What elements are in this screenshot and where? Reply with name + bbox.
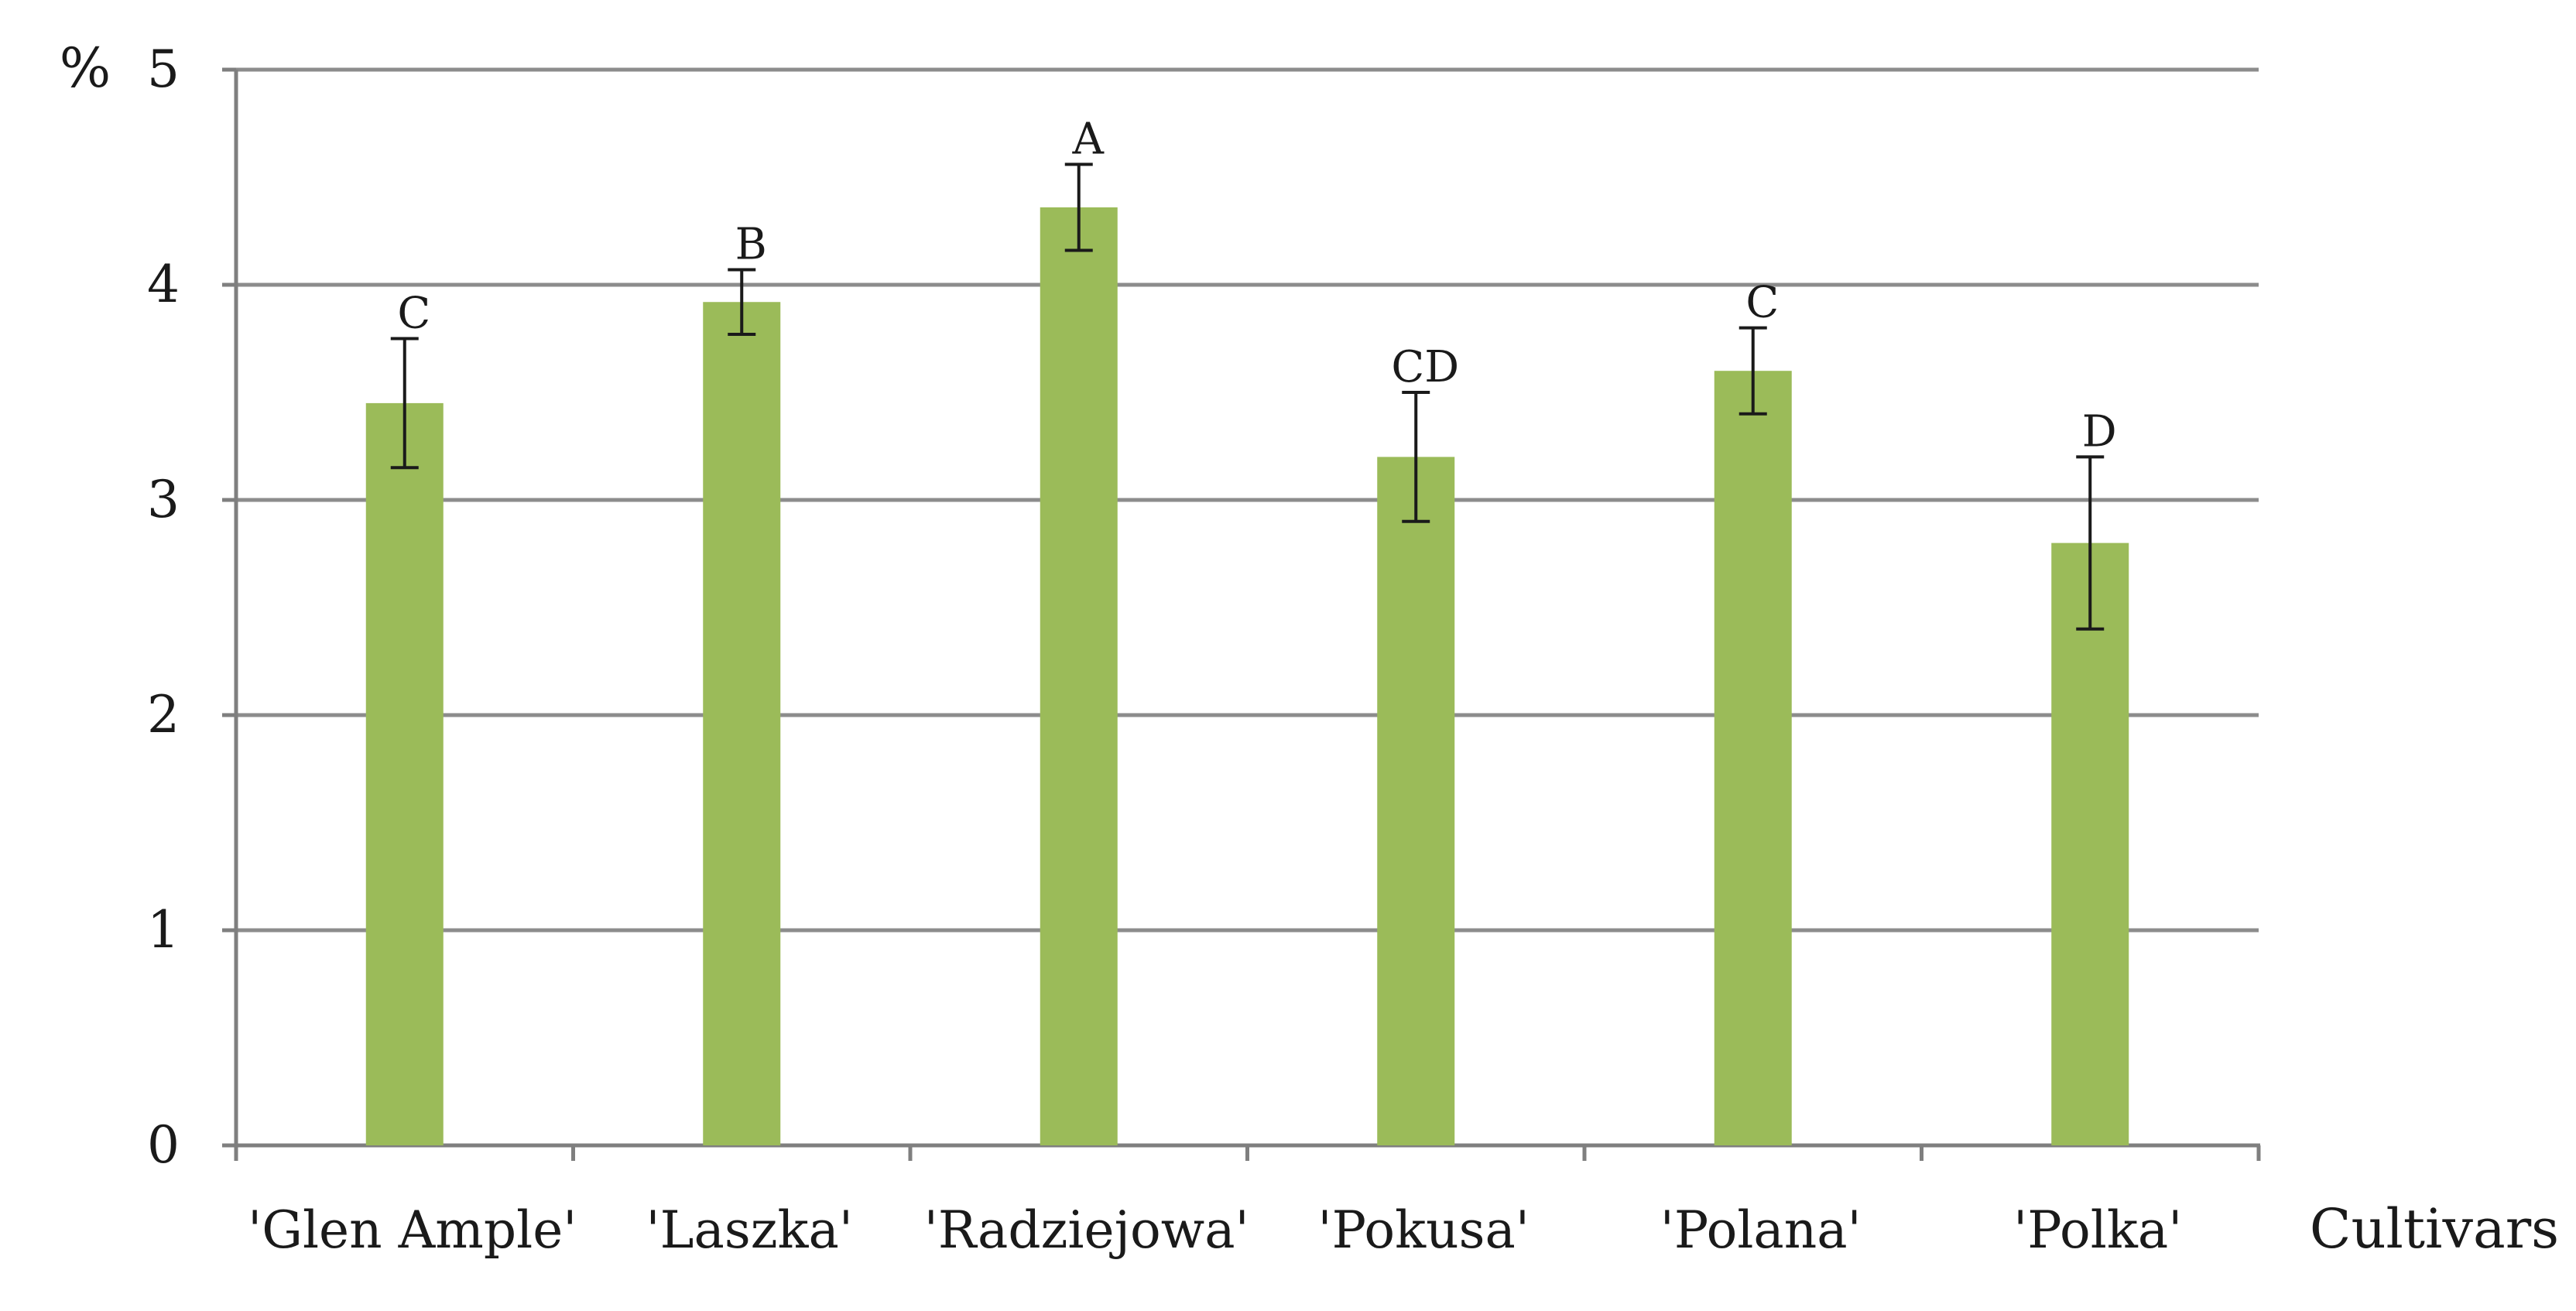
x-tick-label: 'Polka' <box>2013 1200 2182 1260</box>
y-tick-label: 3 <box>147 470 180 529</box>
bar <box>365 402 444 1145</box>
bar <box>1714 371 1792 1145</box>
chart-text: % Cultivars 0 1 2 3 4 5 C 'Glen Ample' B 'Laszka'… <box>60 36 2559 1261</box>
x-tick-label: 'Laszka' <box>646 1200 853 1260</box>
significance-letter: C <box>397 289 430 339</box>
bar <box>2051 543 2129 1145</box>
gridlines <box>236 67 2259 933</box>
significance-letter: CD <box>1391 342 1459 392</box>
significance-letter: D <box>2082 406 2117 457</box>
significance-letter: B <box>735 220 767 270</box>
y-tick-label: 5 <box>147 39 180 99</box>
axes <box>222 67 2261 1161</box>
y-axis-title: % <box>60 36 111 100</box>
bars <box>365 207 2129 1145</box>
x-tick-label: 'Glen Ample' <box>248 1200 577 1260</box>
significance-letter: A <box>1072 114 1105 164</box>
x-tick-label: 'Radziejowa' <box>924 1200 1249 1260</box>
x-tick-label: 'Polana' <box>1660 1200 1862 1260</box>
significance-letter: C <box>1745 278 1779 328</box>
x-tick-label: 'Pokusa' <box>1318 1200 1530 1260</box>
bar <box>1040 207 1118 1145</box>
x-axis-title: Cultivars <box>2310 1197 2559 1261</box>
y-tick-label: 2 <box>147 685 180 744</box>
y-tick-label: 1 <box>147 900 180 960</box>
error-bars <box>390 163 2105 631</box>
y-tick-label: 0 <box>147 1115 180 1175</box>
bar <box>1377 457 1455 1145</box>
bar <box>703 302 781 1145</box>
y-tick-label: 4 <box>147 255 180 314</box>
